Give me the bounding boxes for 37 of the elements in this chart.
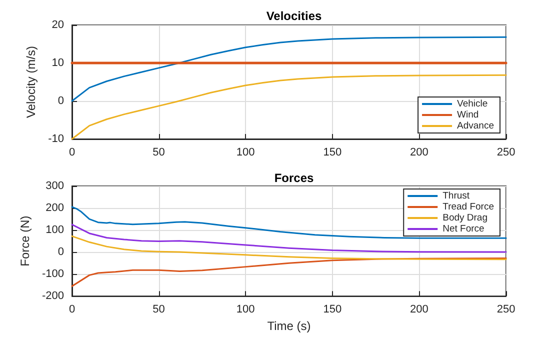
- y-tick-label: 100: [46, 224, 64, 236]
- y-tick-label: 0: [58, 246, 64, 258]
- y-axis-title: Velocity (m/s): [24, 46, 38, 118]
- line-series: [71, 224, 507, 253]
- legend-label: Thrust: [442, 190, 470, 202]
- x-tick-label: 250: [496, 146, 516, 158]
- legend-label: Body Drag: [442, 212, 488, 224]
- legend-label: Vehicle: [457, 98, 488, 110]
- y-tick-label: 10: [52, 57, 64, 69]
- x-tick-label: 50: [152, 304, 165, 316]
- x-tick-label: 0: [68, 304, 76, 316]
- x-tick-label: 200: [410, 304, 428, 316]
- x-tick-label: 150: [323, 146, 342, 158]
- chart-title: Forces: [274, 171, 314, 185]
- y-tick-label: -200: [42, 290, 64, 302]
- y-tick-label: 20: [52, 19, 64, 31]
- y-tick-label: 0: [58, 95, 64, 107]
- legend-label: Tread Force: [442, 202, 494, 212]
- x-tick-label: 100: [236, 304, 255, 316]
- y-tick-label: 300: [46, 180, 64, 192]
- x-tick-label: 150: [323, 304, 342, 316]
- y-tick-label: 200: [46, 202, 64, 214]
- x-tick-label: 200: [410, 146, 428, 158]
- y-axis-title: Force (N): [18, 216, 32, 266]
- line-series: [71, 235, 507, 260]
- x-axis-title: Time (s): [267, 319, 311, 333]
- legend-label: Advance: [457, 120, 494, 132]
- line-series: [71, 257, 507, 287]
- x-tick-label: 50: [152, 146, 165, 158]
- legend-label: Wind: [457, 110, 479, 120]
- y-tick-label: -10: [48, 133, 64, 145]
- chart-title: Velocities: [266, 9, 322, 23]
- x-tick-label: 250: [496, 304, 516, 316]
- legend-label: Net Force: [442, 224, 484, 234]
- x-tick-label: 100: [236, 146, 255, 158]
- y-tick-label: -100: [42, 268, 64, 280]
- x-tick-label: 0: [68, 146, 76, 158]
